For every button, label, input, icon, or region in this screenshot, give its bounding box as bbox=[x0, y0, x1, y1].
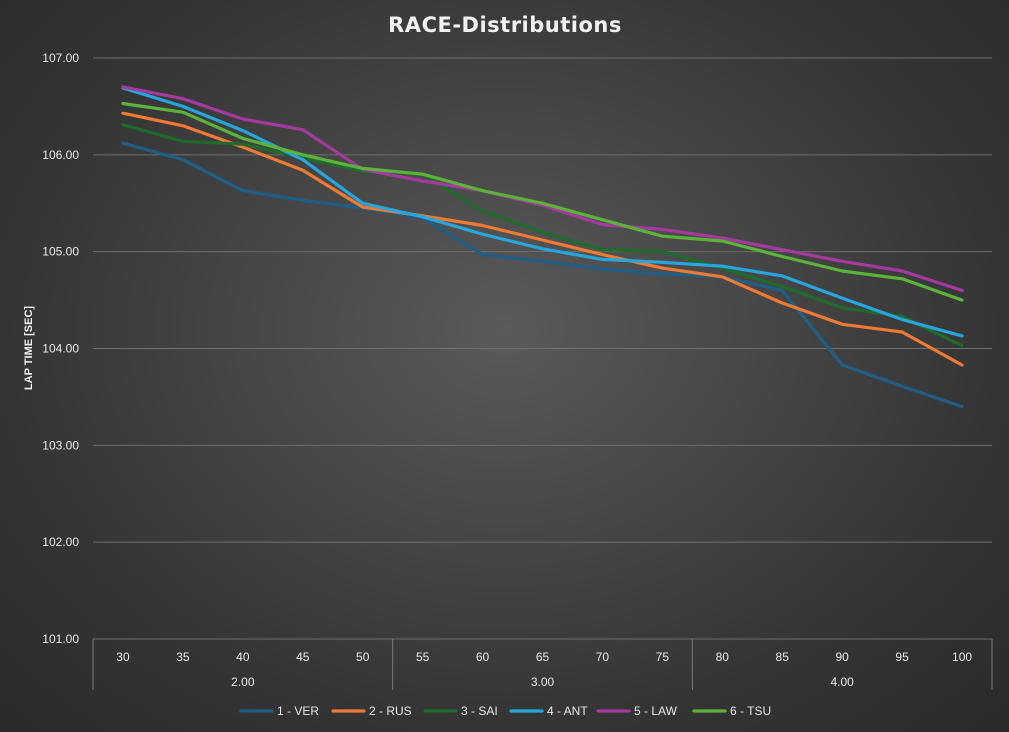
x-tick-label: 35 bbox=[176, 650, 190, 664]
legend-item[interactable]: 4 - ANT bbox=[509, 704, 588, 718]
series-lines bbox=[121, 85, 964, 409]
y-axis-ticks: 101.00 102.00 103.00 104.00 105.00 106.00 107.… bbox=[42, 51, 79, 646]
gridlines bbox=[93, 57, 992, 640]
x-tick-label: 45 bbox=[296, 650, 310, 664]
y-tick-label: 107.00 bbox=[42, 51, 79, 65]
legend-item[interactable]: 1 - VER bbox=[239, 704, 319, 718]
legend[interactable]: 1 - VER 2 - RUS 3 - SAI 4 - ANT 5 - LAW 6 - T… bbox=[239, 704, 771, 718]
legend-label: 6 - TSU bbox=[730, 704, 771, 718]
x-group-label: 2.00 bbox=[231, 675, 255, 689]
x-group-label: 3.00 bbox=[531, 675, 555, 689]
y-tick-label: 102.00 bbox=[42, 535, 79, 549]
x-tick-label: 90 bbox=[835, 650, 849, 664]
x-tick-label: 60 bbox=[476, 650, 490, 664]
y-tick-label: 106.00 bbox=[42, 148, 79, 162]
series-line-1 bbox=[121, 141, 964, 409]
x-tick-label: 65 bbox=[536, 650, 550, 664]
x-tick-label: 50 bbox=[356, 650, 370, 664]
legend-item[interactable]: 5 - LAW bbox=[596, 704, 678, 718]
legend-label: 3 - SAI bbox=[461, 704, 498, 718]
x-tick-label: 95 bbox=[895, 650, 909, 664]
x-tick-label: 85 bbox=[776, 650, 790, 664]
series-line-3 bbox=[121, 123, 964, 348]
y-tick-label: 104.00 bbox=[42, 342, 79, 356]
x-tick-label: 30 bbox=[116, 650, 130, 664]
y-axis-label: LAP TIME [SEC] bbox=[23, 306, 35, 390]
legend-label: 4 - ANT bbox=[547, 704, 588, 718]
y-tick-label: 105.00 bbox=[42, 245, 79, 259]
series-line-2 bbox=[121, 111, 964, 367]
x-tick-label: 70 bbox=[596, 650, 610, 664]
x-tick-label: 55 bbox=[416, 650, 430, 664]
x-tick-label: 80 bbox=[716, 650, 730, 664]
x-tick-label: 100 bbox=[952, 650, 972, 664]
series-line-4 bbox=[121, 86, 964, 338]
legend-item[interactable]: 3 - SAI bbox=[423, 704, 498, 718]
x-tick-label: 40 bbox=[236, 650, 250, 664]
legend-item[interactable]: 6 - TSU bbox=[692, 704, 771, 718]
y-tick-label: 101.00 bbox=[42, 632, 79, 646]
legend-item[interactable]: 2 - RUS bbox=[331, 704, 412, 718]
x-tick-label: 75 bbox=[656, 650, 670, 664]
x-group-label: 4.00 bbox=[830, 675, 854, 689]
series-line-5 bbox=[121, 85, 964, 292]
series-line-6 bbox=[121, 101, 964, 302]
legend-label: 2 - RUS bbox=[369, 704, 412, 718]
x-axis: 30 35 40 45 50 55 60 65 70 75 80 85 90 95 100 2.00 3.00 4… bbox=[92, 639, 993, 690]
y-tick-label: 103.00 bbox=[42, 438, 79, 452]
legend-label: 1 - VER bbox=[277, 704, 319, 718]
legend-label: 5 - LAW bbox=[634, 704, 678, 718]
chart-title: RACE-Distributions bbox=[388, 13, 622, 37]
